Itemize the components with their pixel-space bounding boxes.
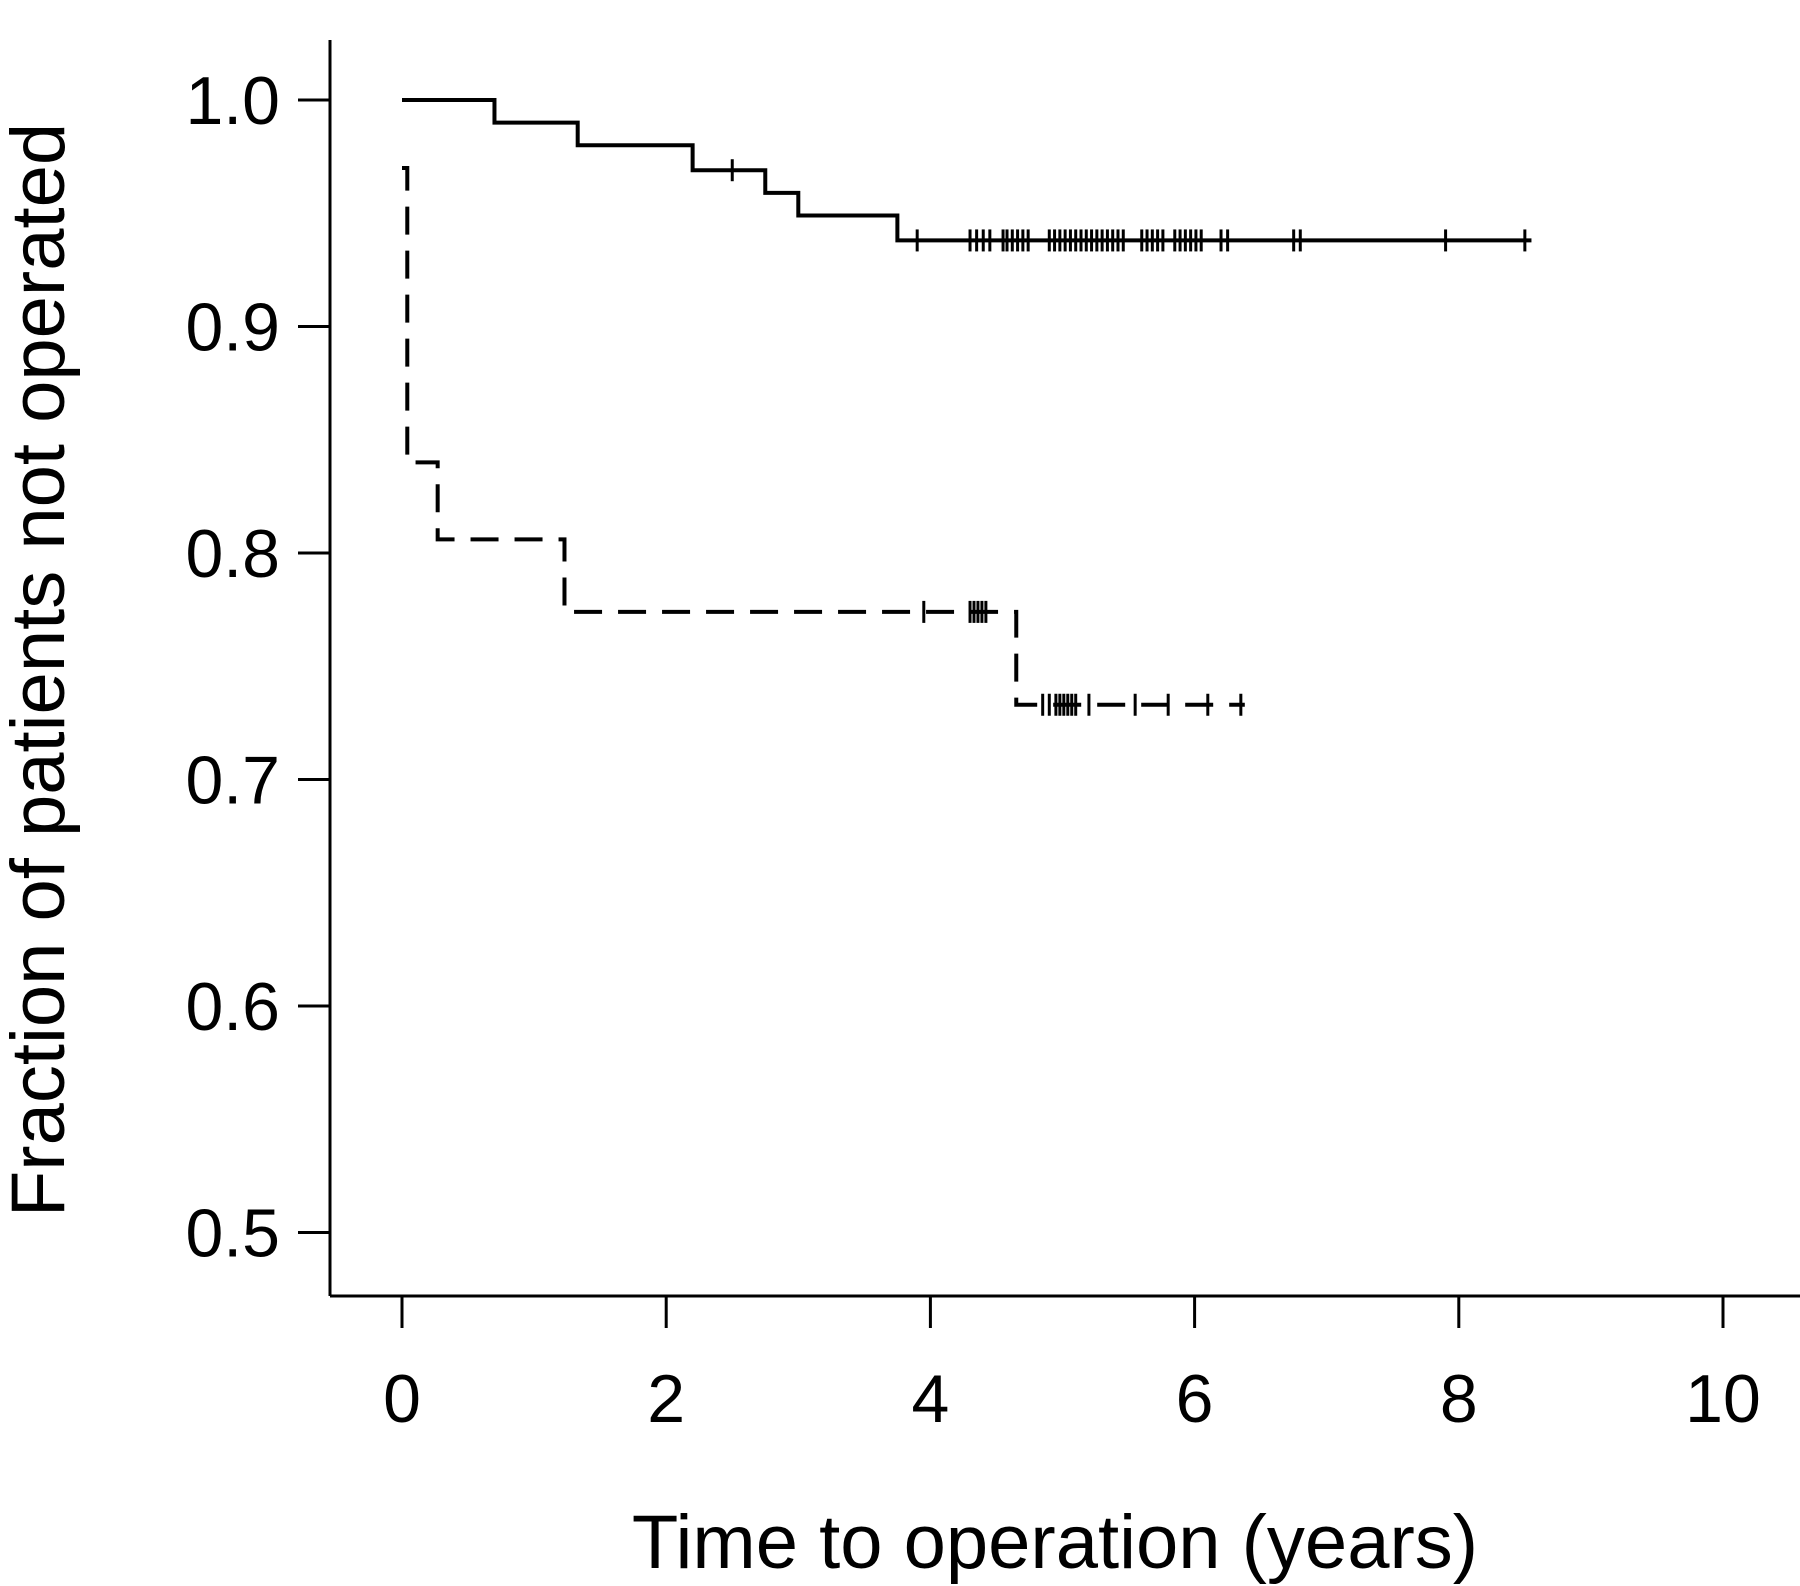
y-tick-label: 0.6 bbox=[185, 969, 280, 1045]
y-axis-title: Fraction of patients not operated bbox=[0, 123, 81, 1217]
series-1-curve bbox=[402, 98, 1532, 243]
series-layer bbox=[402, 98, 1532, 716]
x-tick-label: 6 bbox=[1176, 1361, 1214, 1437]
x-tick-label: 10 bbox=[1685, 1361, 1761, 1437]
x-tick-label: 4 bbox=[911, 1361, 949, 1437]
y-tick-label: 0.7 bbox=[185, 743, 280, 819]
x-tick-label: 0 bbox=[383, 1361, 421, 1437]
y-tick-label: 0.8 bbox=[185, 516, 280, 592]
series-2 bbox=[402, 165, 1245, 716]
y-tick-label: 0.5 bbox=[185, 1196, 280, 1272]
y-tick-label: 1.0 bbox=[185, 63, 280, 139]
series-2-curve bbox=[402, 165, 1245, 707]
x-tick-label: 8 bbox=[1440, 1361, 1478, 1437]
axes: 0.5 0.6 0.7 0.8 0.9 1.0 0 2 4 6 8 10 bbox=[185, 40, 1800, 1437]
y-tick-label: 0.9 bbox=[185, 290, 280, 366]
series-1 bbox=[402, 98, 1532, 252]
x-tick-label: 2 bbox=[647, 1361, 685, 1437]
x-axis-title: Time to operation (years) bbox=[632, 1500, 1478, 1585]
